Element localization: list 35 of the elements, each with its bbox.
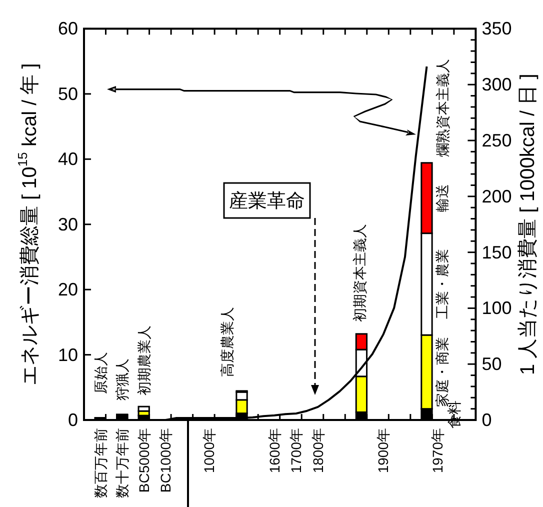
y-tick-label: 40 (58, 149, 78, 170)
y2-tick-label: 0 (482, 410, 492, 430)
y2-tick-label: 50 (482, 354, 502, 374)
annotation: 高度農業人 (218, 306, 235, 377)
y2-tick-label: 100 (482, 298, 512, 318)
y-tick-label: 50 (58, 84, 78, 104)
x-tick-label: 1800年 (310, 428, 326, 474)
y2-axis-title: 1 人当たり消費量 [ 1000kcal / 日 ] (517, 74, 539, 375)
annotation: 産業革命 (229, 190, 305, 212)
annotation: 原始人 (92, 352, 108, 394)
y2-tick-label: 200 (482, 186, 512, 206)
x-tick-label: 数百万年前 (92, 428, 108, 498)
annotation: 狩猟人 (114, 358, 130, 400)
y-tick-label: 30 (58, 214, 78, 234)
y2-tick-label: 250 (482, 130, 512, 150)
y2-tick-label: 300 (482, 74, 512, 95)
x-tick-label: BC1000年 (158, 428, 174, 493)
annotation: 初期資本主義人 (351, 224, 368, 322)
y-tick-label: 0 (68, 410, 78, 430)
x-tick-label: 1600年 (266, 428, 282, 474)
text: 輸送 (434, 184, 450, 212)
annotation: 爛熟資本主義人 (434, 58, 451, 157)
y2-tick-label: 150 (482, 242, 512, 262)
annotation: 初期農業人 (136, 326, 152, 396)
y2-tick-label: 350 (482, 18, 512, 39)
x-tick-label: 1900年 (375, 428, 392, 474)
y-tick-label: 60 (58, 18, 78, 39)
x-tick-label: 1700年 (288, 428, 304, 474)
x-tick-label: 数十万年前 (114, 428, 130, 498)
y-tick-label: 10 (58, 344, 78, 365)
x-tick-label: 1970年 (430, 428, 446, 474)
text: 工業・農業 (434, 249, 450, 320)
x-tick-label: 1000年 (201, 428, 218, 474)
y-tick-label: 20 (58, 280, 78, 300)
x-tick-label: BC5000年 (136, 428, 152, 493)
